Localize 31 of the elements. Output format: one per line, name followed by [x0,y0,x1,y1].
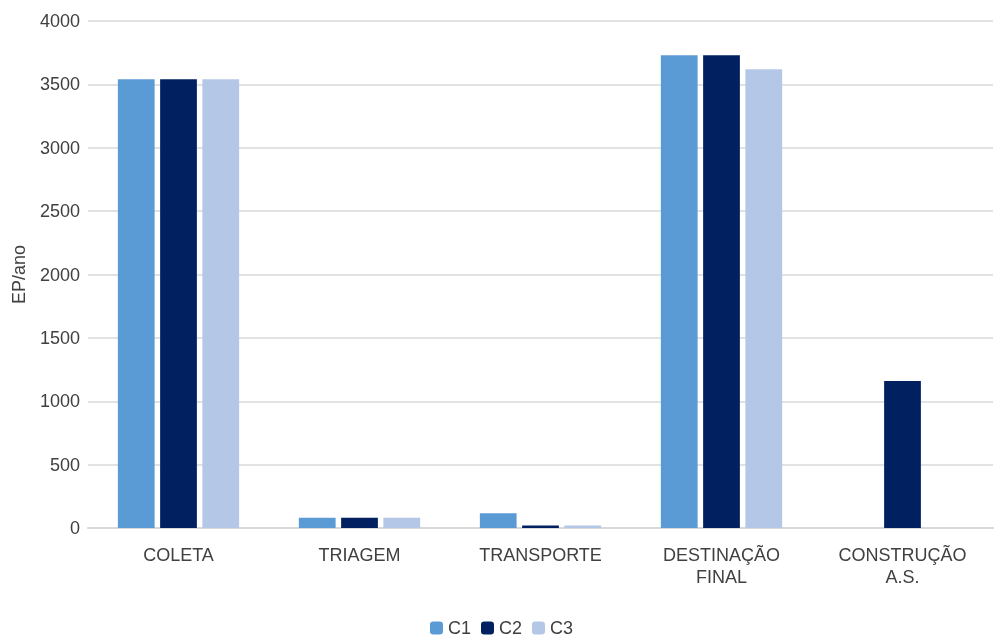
bar [202,79,240,528]
bar [160,79,197,528]
y-tick-label: 3500 [39,74,80,95]
y-axis-title: EP/ano [9,244,29,305]
y-tick-label: 0 [69,518,80,538]
x-tick-label: TRANSPORTE [479,545,602,565]
bar [522,525,559,528]
bar [745,69,783,528]
y-tick-label: 1500 [39,327,80,348]
x-tick-label: TRIAGEM [318,545,401,565]
bar [383,517,421,528]
y-tick-label: 2000 [39,264,80,285]
bar [341,517,378,528]
bar [703,55,740,528]
legend-label: C3 [550,618,574,638]
legend-label: C1 [447,618,471,638]
bar [298,517,336,528]
y-tick-label: 1000 [39,391,80,412]
x-tick-label: CONSTRUÇÃO A.S. [838,544,967,587]
x-tick-label: DESTINAÇÃO FINAL [662,544,781,587]
bar [479,513,517,528]
bar [884,380,921,528]
bar [117,79,155,528]
legend-label: C2 [499,618,523,638]
y-tick-label: 3000 [39,137,80,158]
x-tick-label: COLETA [143,545,214,565]
y-tick-label: 2500 [39,201,80,222]
bar [660,55,698,528]
y-tick-label: 500 [49,454,80,475]
y-tick-label: 4000 [39,11,80,31]
bar [564,525,602,528]
